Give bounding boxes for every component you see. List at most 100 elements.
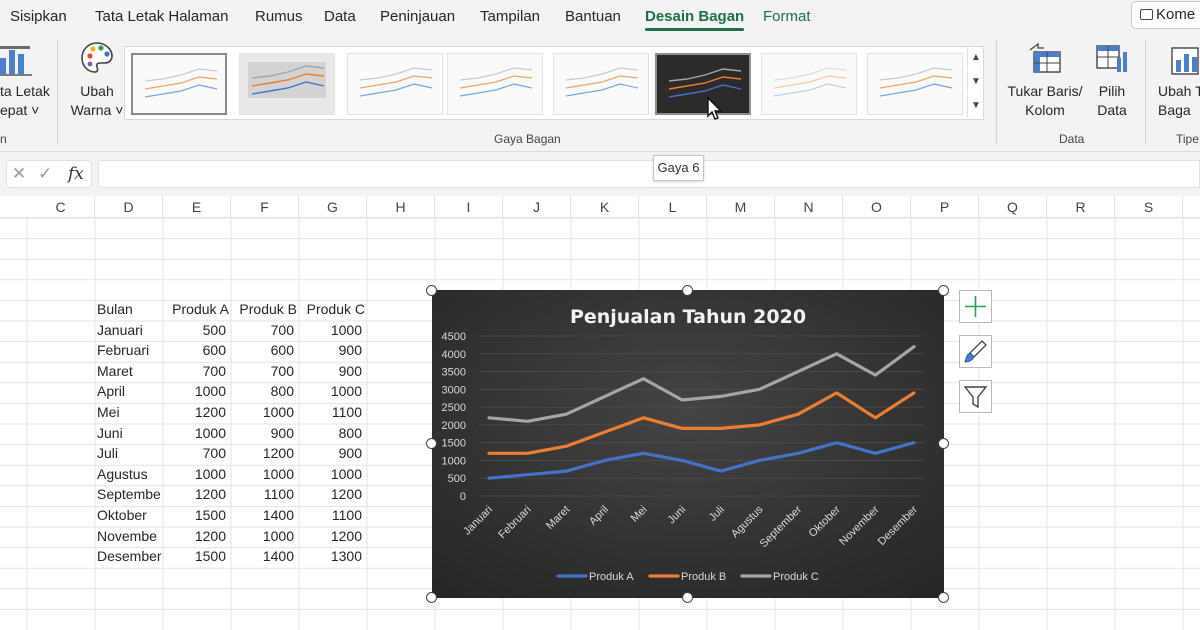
series-line-1[interactable] xyxy=(487,441,916,480)
table-cell[interactable]: 700 xyxy=(270,362,294,379)
column-header-g[interactable]: G xyxy=(299,196,367,218)
column-header-r[interactable]: R xyxy=(1047,196,1115,218)
table-cell[interactable]: 1000 xyxy=(194,465,226,482)
column-header-p[interactable]: P xyxy=(911,196,979,218)
quick-layout-button[interactable]: ta Letak epat ˅ xyxy=(0,82,50,120)
table-cell[interactable]: 700 xyxy=(270,321,294,338)
chart-style-5[interactable] xyxy=(553,53,649,115)
switch-row-column-button[interactable]: Tukar Baris/ Kolom xyxy=(1006,82,1084,120)
table-cell[interactable]: 1400 xyxy=(262,548,294,565)
column-header-l[interactable]: L xyxy=(639,196,707,218)
resize-handle-right[interactable] xyxy=(938,438,949,449)
table-cell[interactable]: 800 xyxy=(338,424,362,441)
legend-label[interactable]: Produk B xyxy=(681,571,726,583)
table-header-cell[interactable]: Bulan xyxy=(97,301,133,317)
column-header-h[interactable]: H xyxy=(367,196,435,218)
gallery-more-icon[interactable]: ▼ xyxy=(967,95,984,117)
column-header-c[interactable]: C xyxy=(27,196,95,218)
column-header-j[interactable]: J xyxy=(503,196,571,218)
table-cell[interactable]: Juni xyxy=(97,424,123,441)
table-cell[interactable]: Januari xyxy=(97,321,143,338)
resize-handle-top-right[interactable] xyxy=(938,285,949,296)
column-header-q[interactable]: Q xyxy=(979,196,1047,218)
legend-label[interactable]: Produk A xyxy=(589,571,634,583)
table-cell[interactable]: 700 xyxy=(202,445,226,462)
table-cell[interactable]: 800 xyxy=(270,383,294,400)
tab-data[interactable]: Data xyxy=(324,8,356,25)
table-header-cell[interactable]: Produk B xyxy=(239,301,297,317)
tab-rumus[interactable]: Rumus xyxy=(255,8,303,25)
chart-style-7[interactable] xyxy=(761,53,857,115)
chart-legend[interactable]: Produk A Produk B Produk C xyxy=(556,571,819,583)
gallery-scroll-up-icon[interactable]: ▲ xyxy=(967,47,984,69)
table-cell[interactable]: Desember xyxy=(97,548,162,565)
tab-tampilan[interactable]: Tampilan xyxy=(480,8,541,25)
chart-style-6[interactable] xyxy=(655,53,751,115)
legend-label[interactable]: Produk C xyxy=(773,571,819,583)
change-colors-button[interactable]: Ubah Warna ˅ xyxy=(68,82,126,120)
chart-styles-button[interactable] xyxy=(959,335,992,368)
chart-elements-button[interactable] xyxy=(959,290,992,323)
chart-style-1[interactable] xyxy=(131,53,227,115)
select-data-button[interactable]: Pilih Data xyxy=(1090,82,1134,120)
table-cell[interactable]: Oktober xyxy=(97,507,147,523)
column-header-m[interactable]: M xyxy=(707,196,775,218)
table-cell[interactable]: 1300 xyxy=(330,548,362,565)
table-cell[interactable]: 1200 xyxy=(194,404,226,420)
table-cell[interactable]: 1000 xyxy=(330,321,362,338)
enter-icon[interactable]: ✓ xyxy=(38,164,53,183)
table-cell[interactable]: Maret xyxy=(97,362,133,379)
resize-handle-top-left[interactable] xyxy=(426,285,437,296)
resize-handle-top[interactable] xyxy=(682,285,693,296)
chart-title[interactable]: Penjualan Tahun 2020 xyxy=(570,306,806,328)
table-cell[interactable]: 900 xyxy=(270,424,294,441)
table-header-cell[interactable]: Produk A xyxy=(172,301,229,317)
table-cell[interactable]: 500 xyxy=(202,321,226,338)
series-line-3[interactable] xyxy=(487,345,916,423)
table-cell[interactable]: Septembe xyxy=(97,486,161,503)
table-cell[interactable]: 1100 xyxy=(263,486,294,503)
column-header-k[interactable]: K xyxy=(571,196,639,218)
table-cell[interactable]: Agustus xyxy=(97,465,148,482)
table-cell[interactable]: 900 xyxy=(338,342,362,359)
table-cell[interactable]: 1100 xyxy=(331,404,362,420)
resize-handle-bottom-left[interactable] xyxy=(426,592,437,603)
table-cell[interactable]: 1100 xyxy=(331,507,362,523)
table-cell[interactable]: Februari xyxy=(97,342,150,359)
table-cell[interactable]: 1000 xyxy=(262,404,294,420)
cancel-icon[interactable]: ✕ xyxy=(12,164,27,183)
chart-style-2[interactable] xyxy=(239,53,335,115)
table-cell[interactable]: April xyxy=(97,383,126,400)
table-cell[interactable]: 1500 xyxy=(194,548,226,565)
column-header-f[interactable]: F xyxy=(231,196,299,218)
chart-style-4[interactable] xyxy=(447,53,543,115)
chart-style-8[interactable] xyxy=(867,53,963,115)
table-cell[interactable]: 600 xyxy=(202,342,226,359)
tab-desain-bagan[interactable]: Desain Bagan xyxy=(645,8,745,31)
tab-peninjauan[interactable]: Peninjauan xyxy=(380,8,456,25)
table-cell[interactable]: Mei xyxy=(97,404,120,420)
table-cell[interactable]: 1000 xyxy=(194,383,226,400)
resize-handle-bottom-right[interactable] xyxy=(938,592,949,603)
table-cell[interactable]: 900 xyxy=(338,362,362,379)
table-cell[interactable]: 700 xyxy=(202,362,226,379)
series-line-2[interactable] xyxy=(487,391,916,455)
column-header-e[interactable]: E xyxy=(163,196,231,218)
table-cell[interactable]: 1400 xyxy=(262,507,294,523)
tab-tata-letak-halaman[interactable]: Tata Letak Halaman xyxy=(95,8,229,25)
table-cell[interactable]: 600 xyxy=(270,342,294,359)
column-header-s[interactable]: S xyxy=(1115,196,1183,218)
gallery-scroll-down-icon[interactable]: ▼ xyxy=(967,71,984,93)
tab-sisipkan[interactable]: Sisipkan xyxy=(10,8,67,25)
comment-button[interactable]: Kome xyxy=(1131,1,1200,29)
table-cell[interactable]: 1200 xyxy=(262,445,294,462)
table-cell[interactable]: Novembe xyxy=(97,527,157,544)
line-chart[interactable]: Penjualan Tahun 2020 0 500 1000 1500 2000 250… xyxy=(432,290,944,598)
column-header-d[interactable]: D xyxy=(95,196,163,218)
function-icon[interactable]: fx xyxy=(68,164,84,184)
table-cell[interactable]: 1000 xyxy=(262,465,294,482)
table-cell[interactable]: 1200 xyxy=(194,527,226,544)
tab-bantuan[interactable]: Bantuan xyxy=(565,8,621,25)
table-cell[interactable]: 1000 xyxy=(330,383,362,400)
table-cell[interactable]: 1200 xyxy=(330,486,362,503)
